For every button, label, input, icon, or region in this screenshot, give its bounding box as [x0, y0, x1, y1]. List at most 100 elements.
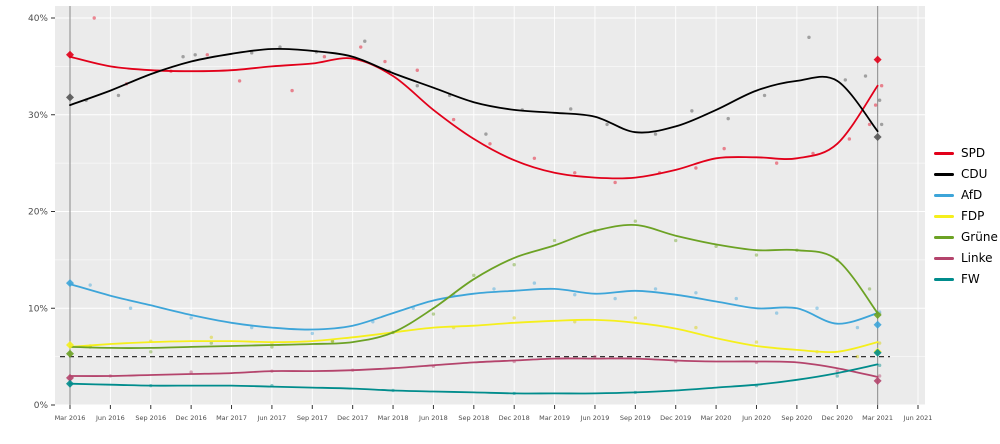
x-tick-label: Sep 2016: [135, 414, 166, 422]
election-result-FDP: [66, 341, 74, 350]
poll-point-SPD: [488, 142, 492, 146]
x-tick-label: Mar 2021: [862, 414, 893, 422]
poll-point-AfD: [613, 296, 617, 301]
poll-point-Grüne: [270, 345, 274, 349]
legend-swatch-FW: [934, 277, 954, 281]
poll-point-SPD: [847, 137, 852, 141]
y-tick-label: 20%: [28, 208, 48, 218]
poll-point-Grüne: [431, 312, 436, 316]
poll-point-AfD: [128, 306, 133, 310]
series-line-FDP: [69, 318, 879, 354]
poll-point-FDP: [694, 325, 698, 330]
poll-point-CDU: [863, 74, 868, 78]
poll-point-CDU: [653, 132, 658, 136]
poll-point-CDU: [363, 39, 367, 43]
legend-label: CDU: [961, 167, 988, 181]
legend-label: Grüne: [961, 230, 998, 244]
election-result-CDU: [66, 93, 74, 102]
poll-point-SPD: [873, 103, 878, 107]
poll-point-SPD: [92, 16, 96, 20]
poll-point-SPD: [867, 122, 872, 127]
election-result-Linke: [873, 376, 882, 385]
poll-point-AfD: [694, 291, 698, 295]
poll-point-Linke: [835, 369, 839, 373]
poll-point-SPD: [694, 166, 698, 170]
election-result-FW: [873, 348, 882, 357]
legend-swatch-Grüne: [934, 235, 954, 239]
x-tick-label: Mar 2020: [701, 414, 732, 422]
poll-point-CDU: [116, 93, 121, 98]
legend-label: AfD: [961, 188, 983, 202]
y-tick-label: 10%: [28, 304, 48, 314]
poll-point-Linke: [593, 354, 597, 359]
legend: SPD CDU AfD FDP Grüne Linke FW: [934, 146, 998, 286]
poll-point-SPD: [774, 161, 779, 165]
x-tick-label: Mar 2016: [55, 414, 86, 422]
x-tick-label: Jun 2020: [741, 414, 771, 422]
legend-item-Linke: Linke: [934, 251, 998, 265]
election-result-SPD: [66, 50, 74, 59]
poll-point-SPD: [811, 151, 815, 156]
x-tick-label: Dec 2019: [660, 414, 691, 422]
poll-point-CDU: [843, 78, 848, 82]
series-line-FW: [69, 363, 879, 395]
poll-point-AfD: [573, 293, 577, 297]
poll-point-SPD: [879, 84, 884, 88]
poll-point-SPD: [237, 79, 242, 83]
poll-point-SPD: [613, 180, 617, 185]
legend-swatch-FDP: [934, 214, 954, 218]
legend-swatch-AfD: [934, 193, 954, 197]
poll-point-AfD: [855, 325, 860, 330]
poll-point-Grüne: [754, 253, 759, 257]
poll-point-CDU: [484, 132, 488, 136]
legend-item-AfD: AfD: [934, 188, 998, 202]
poll-point-SPD: [573, 171, 577, 175]
poll-point-AfD: [492, 287, 496, 291]
poll-point-SPD: [359, 45, 363, 49]
x-tick-label: Sep 2019: [620, 414, 651, 422]
legend-swatch-CDU: [934, 172, 954, 176]
x-tick-label: Mar 2018: [378, 414, 409, 422]
poll-point-FW: [877, 363, 882, 368]
y-tick-label: 40%: [28, 14, 48, 24]
election-result-CDU: [873, 133, 882, 142]
poll-point-AfD: [774, 311, 779, 315]
poll-point-SPD: [415, 68, 419, 72]
poll-point-CDU: [879, 122, 884, 127]
legend-item-FDP: FDP: [934, 209, 998, 223]
poll-point-FDP: [877, 341, 882, 345]
poll-point-FDP: [633, 316, 638, 320]
legend-swatch-Linke: [934, 256, 954, 260]
x-tick-label: Dec 2018: [499, 414, 530, 422]
election-result-AfD: [873, 320, 882, 329]
legend-label: FW: [961, 272, 980, 286]
legend-item-SPD: SPD: [934, 146, 998, 160]
poll-point-AfD: [310, 331, 314, 336]
y-tick-label: 0%: [34, 401, 49, 411]
series-line-AfD: [69, 283, 879, 331]
series-line-Grüne: [69, 223, 879, 349]
poll-point-Linke: [877, 374, 882, 378]
poll-point-CDU: [762, 93, 767, 98]
poll-point-CDU: [250, 51, 254, 55]
legend-label: Linke: [961, 251, 993, 265]
election-result-Grüne: [873, 311, 882, 320]
poll-point-CDU: [605, 122, 609, 127]
poll-point-Grüne: [674, 238, 678, 243]
legend-item-FW: FW: [934, 272, 998, 286]
x-tick-label: Sep 2017: [297, 414, 328, 422]
poll-point-SPD: [722, 146, 726, 151]
election-result-SPD: [873, 55, 882, 64]
poll-point-Grüne: [552, 238, 557, 243]
poll-point-SPD: [532, 156, 537, 160]
poll-point-CDU: [726, 116, 730, 121]
poll-point-FDP: [209, 335, 214, 339]
x-tick-label: Dec 2016: [176, 414, 207, 422]
x-tick-label: Jun 2021: [903, 414, 933, 422]
poll-point-Linke: [189, 370, 193, 374]
x-tick-label: Jun 2017: [257, 414, 287, 422]
poll-point-Grüne: [633, 219, 638, 223]
poll-point-AfD: [250, 325, 254, 330]
series-line-CDU: [69, 47, 879, 134]
